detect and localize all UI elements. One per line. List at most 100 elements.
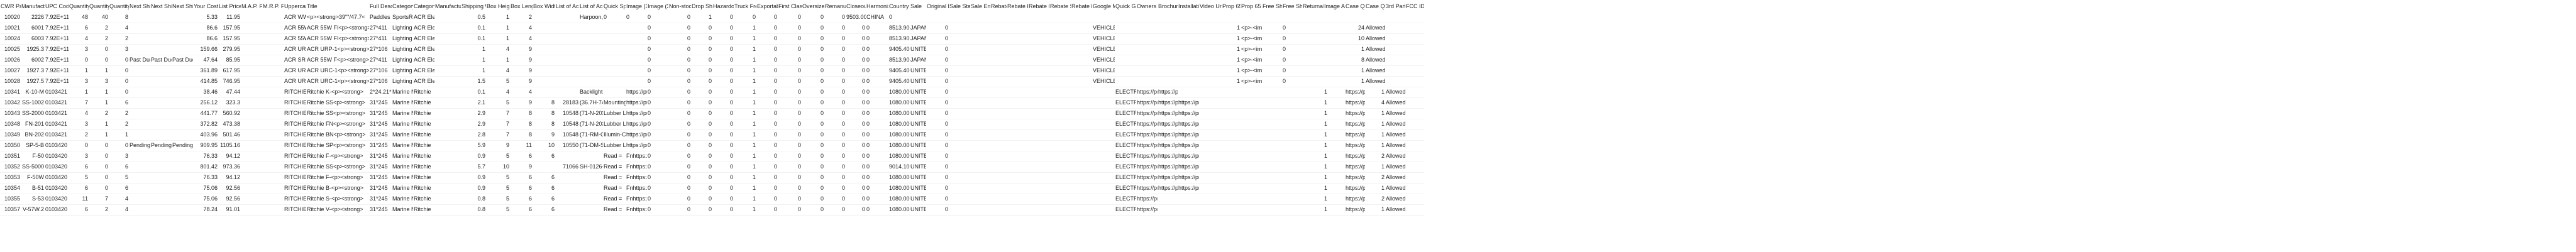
cell-rebate-desc[interactable] xyxy=(1007,108,1028,119)
cell-box-l[interactable]: 9 xyxy=(528,57,532,63)
cell-closeout[interactable]: 0 xyxy=(861,206,865,212)
cell-upc[interactable]: 7.92E+11 xyxy=(45,14,69,20)
cell-title[interactable]: ACR 55W FI<p><strong> xyxy=(307,25,369,31)
cell-next-ship1[interactable] xyxy=(129,108,150,119)
cell-cat2[interactable]: ACR Electr xyxy=(414,35,434,41)
cell-upper-title[interactable]: ACR URC xyxy=(284,78,306,84)
cell-non-stock[interactable]: 0 xyxy=(687,78,690,84)
cell-image-3d2[interactable]: 0 xyxy=(648,35,651,41)
cell-rebate-desc[interactable] xyxy=(1007,33,1028,44)
cell-install-guide[interactable] xyxy=(1178,65,1199,76)
cell-non-stock[interactable]: 0 xyxy=(687,174,690,180)
cell-truck-freight[interactable]: 1 xyxy=(752,110,756,116)
cell-sale-end[interactable] xyxy=(970,108,990,119)
cell-drop-ship[interactable]: 0 xyxy=(708,78,712,84)
cell-case-qty2[interactable]: 2 xyxy=(1381,174,1385,180)
cell-harmonized[interactable]: 0 xyxy=(866,206,870,212)
cell-mrp[interactable] xyxy=(262,87,284,97)
cell-oversized[interactable]: 0 xyxy=(820,142,824,148)
cell-next-ship1[interactable] xyxy=(129,76,150,87)
cell-list-acc[interactable]: 10550 xyxy=(562,142,578,148)
cell-case-qty2[interactable]: 1 xyxy=(1381,142,1385,148)
cell-box-h[interactable]: 4 xyxy=(506,89,509,95)
cell-rebate-desc2[interactable] xyxy=(1028,76,1049,87)
cell-sale[interactable]: UNITED ST xyxy=(910,131,926,138)
cell-country[interactable]: 9014.10.10 xyxy=(889,163,910,170)
cell-sale[interactable]: UNITED ST xyxy=(910,163,926,170)
cell-list-acc[interactable] xyxy=(555,44,579,55)
cell-list-acc2[interactable]: Backlight xyxy=(580,89,603,95)
cell-image-3d[interactable]: https://pn xyxy=(626,110,647,116)
cell-oversized[interactable]: 0 xyxy=(820,89,824,95)
cell-rebate-desc2[interactable] xyxy=(1028,23,1049,33)
cell-list-acc[interactable]: 28183 xyxy=(562,99,578,106)
cell-case-qty[interactable]: https://pn xyxy=(1346,99,1365,106)
cell-qty-avail3[interactable]: 2 xyxy=(124,121,128,127)
cell-qty-avail2[interactable]: 1 xyxy=(104,99,108,106)
cell-drop-ship[interactable]: 0 xyxy=(708,185,712,191)
cell-free-ship-end[interactable]: 0 xyxy=(1283,57,1286,63)
cell-qty-avail[interactable]: 6 xyxy=(84,163,88,170)
cell-box-w[interactable]: 6 xyxy=(551,206,555,212)
cell-prop65-2[interactable]: <p>-<img s xyxy=(1241,35,1262,41)
cell-sale-start[interactable] xyxy=(949,172,970,183)
cell-title[interactable]: ACR 55W F<p><strong> xyxy=(307,57,369,63)
cell-sale-end[interactable] xyxy=(970,55,990,65)
cell-qty-avail3[interactable]: 0 xyxy=(124,67,128,74)
cell-list-price[interactable]: 501.46 xyxy=(223,131,240,138)
cell-harmonized[interactable]: 0 xyxy=(866,195,870,202)
cell-image-3d[interactable] xyxy=(626,44,647,55)
cell-title[interactable]: Ritchie V-<p><strong> xyxy=(307,206,363,212)
cell-image-3d[interactable] xyxy=(626,65,647,76)
cell-mfr-part[interactable]: B-51 xyxy=(31,185,44,191)
cell-prop65-2[interactable] xyxy=(1241,108,1262,119)
cell-harmonized[interactable]: 0 xyxy=(866,174,870,180)
cell-next-ship3[interactable] xyxy=(172,33,193,44)
cell-upc[interactable]: 0103420 xyxy=(45,163,68,170)
cell-image-3d[interactable]: Fnhttps://pn xyxy=(626,206,647,212)
cell-rebate-desc2[interactable] xyxy=(1028,108,1049,119)
cell-free-ship[interactable] xyxy=(1262,87,1282,97)
cell-prop65-2[interactable] xyxy=(1241,129,1262,140)
cell-next-ship2[interactable] xyxy=(150,23,172,33)
cell-owners-manual[interactable]: https://pn xyxy=(1137,185,1158,191)
cell-next-ship2[interactable] xyxy=(150,33,172,44)
cell-box-l[interactable]: 8 xyxy=(528,131,532,138)
cell-case-qty2[interactable]: Allowed xyxy=(1366,67,1385,74)
cell-drop-ship[interactable]: 0 xyxy=(708,153,712,159)
cell-image-3d2[interactable]: 0 xyxy=(648,14,651,20)
cell-rebate-start[interactable] xyxy=(1049,33,1071,44)
cell-oversized[interactable]: 0 xyxy=(820,153,824,159)
cell-third-party[interactable]: Allowed xyxy=(1386,89,1405,95)
cell-box-w[interactable]: 8 xyxy=(551,121,555,127)
cell-mfr-part[interactable]: 1925.3 xyxy=(26,46,44,52)
cell-prop65[interactable] xyxy=(1222,151,1241,162)
cell-case-qty2[interactable]: 2 xyxy=(1381,153,1385,159)
cell-rebate-start[interactable] xyxy=(1049,44,1071,55)
cell-rebate-desc[interactable] xyxy=(1007,194,1028,204)
cell-ship-wt[interactable]: 1 xyxy=(482,57,485,63)
cell-rebate-end[interactable] xyxy=(1071,97,1092,108)
cell-ship-wt[interactable]: 0.8 xyxy=(477,195,485,202)
cell-cwr-part[interactable]: 10353 xyxy=(4,174,20,180)
cell-mrp[interactable] xyxy=(262,172,284,183)
cell-image-3d2[interactable]: 0 xyxy=(648,174,651,180)
cell-mrp[interactable] xyxy=(262,162,284,172)
cell-returnable[interactable] xyxy=(1302,151,1324,162)
cell-upc[interactable]: 7.92E+11 xyxy=(45,57,69,63)
cell-image-3d2[interactable]: 0 xyxy=(648,153,651,159)
cell-next-ship3[interactable]: Pending xyxy=(172,142,193,148)
cell-box-w[interactable] xyxy=(533,23,555,33)
cell-google-cat[interactable] xyxy=(1092,108,1115,119)
cell-harmonized[interactable]: 0 xyxy=(866,46,870,52)
cell-map[interactable] xyxy=(241,12,262,23)
cell-mrp[interactable] xyxy=(262,151,284,162)
cell-rebate-end[interactable] xyxy=(1071,129,1092,140)
cell-rebate[interactable] xyxy=(990,23,1007,33)
cell-rebate-desc2[interactable] xyxy=(1028,87,1049,97)
cell-free-ship-end[interactable]: 0 xyxy=(1283,25,1286,31)
cell-exportable[interactable]: 0 xyxy=(773,67,777,74)
cell-cwr-part[interactable]: 10025 xyxy=(4,46,20,52)
cell-image-addl[interactable] xyxy=(1324,44,1345,55)
cell-rebate[interactable] xyxy=(990,204,1007,215)
